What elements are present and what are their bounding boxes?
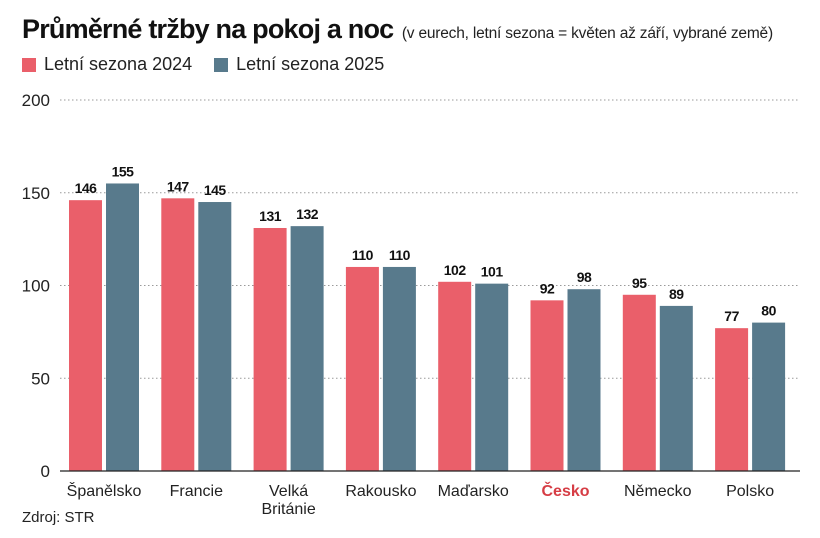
data-label: 89 — [669, 286, 684, 302]
chart-title-row: Průměrné tržby na pokoj a noc (v eurech,… — [22, 14, 773, 45]
legend: Letní sezona 2024 Letní sezona 2025 — [22, 54, 384, 75]
x-tick-label-line: Francie — [170, 483, 223, 500]
x-tick-label-line: Česko — [541, 481, 589, 500]
y-tick-label: 50 — [31, 369, 50, 388]
data-label: 110 — [389, 247, 411, 263]
bar — [530, 300, 564, 471]
x-tick-label-line: Německo — [624, 483, 692, 500]
y-tick-label: 100 — [22, 277, 50, 296]
y-tick-label: 200 — [22, 91, 50, 110]
x-tick-label: Španělsko — [67, 481, 142, 500]
legend-item-2025: Letní sezona 2025 — [214, 54, 384, 75]
bar — [659, 305, 693, 471]
x-tick-label: Francie — [170, 483, 223, 500]
source-note: Zdroj: STR — [22, 509, 95, 526]
x-tick-label: Velká Británie — [261, 483, 315, 518]
bar — [752, 322, 786, 471]
bar — [290, 226, 324, 471]
legend-item-2024: Letní sezona 2024 — [22, 54, 192, 75]
bar — [567, 289, 601, 471]
x-tick-label-line: Maďarsko — [438, 483, 509, 500]
data-label: 102 — [444, 262, 467, 278]
bar — [253, 227, 287, 471]
bar — [715, 328, 749, 471]
x-tick-label-line: Polsko — [726, 483, 774, 500]
x-tick-label-line: Španělsko — [67, 481, 142, 500]
data-label: 98 — [577, 269, 592, 285]
bar — [161, 198, 195, 471]
chart-title: Průměrné tržby na pokoj a noc — [22, 14, 394, 44]
data-label: 101 — [481, 264, 504, 280]
x-tick-label-line: Rakousko — [345, 483, 416, 500]
x-tick-label-line: Velká — [269, 483, 308, 500]
x-tick-label: Německo — [624, 483, 692, 500]
x-tick-label: Rakousko — [345, 483, 416, 500]
legend-swatch-2024 — [22, 57, 36, 72]
data-label: 132 — [296, 206, 319, 222]
bar — [475, 283, 509, 471]
y-tick-label: 0 — [41, 462, 50, 481]
data-label: 131 — [259, 208, 282, 224]
data-label: 146 — [75, 180, 98, 196]
data-label: 147 — [167, 178, 190, 194]
data-label: 80 — [761, 303, 776, 319]
bar — [69, 200, 102, 472]
legend-label-2024: Letní sezona 2024 — [44, 54, 193, 74]
bar — [345, 266, 379, 471]
legend-label-2025: Letní sezona 2025 — [236, 54, 385, 74]
data-label: 110 — [352, 247, 374, 263]
bar — [622, 294, 656, 471]
data-label: 145 — [204, 182, 227, 198]
bar — [198, 202, 232, 471]
x-tick-label: Česko — [541, 481, 589, 500]
data-label: 92 — [540, 280, 555, 296]
bar — [382, 266, 416, 471]
x-tick-label-line: Británie — [261, 501, 315, 518]
y-tick-label: 150 — [22, 184, 50, 203]
data-label: 95 — [632, 275, 647, 291]
data-label: 155 — [112, 163, 135, 179]
x-tick-label: Polsko — [726, 483, 774, 500]
bar — [106, 183, 139, 471]
legend-swatch-2025 — [214, 57, 229, 72]
chart-subtitle: (v eurech, letní sezona = květen až září… — [401, 25, 773, 42]
x-tick-label: Maďarsko — [438, 483, 509, 500]
bar — [438, 281, 472, 471]
data-label: 77 — [724, 308, 739, 324]
